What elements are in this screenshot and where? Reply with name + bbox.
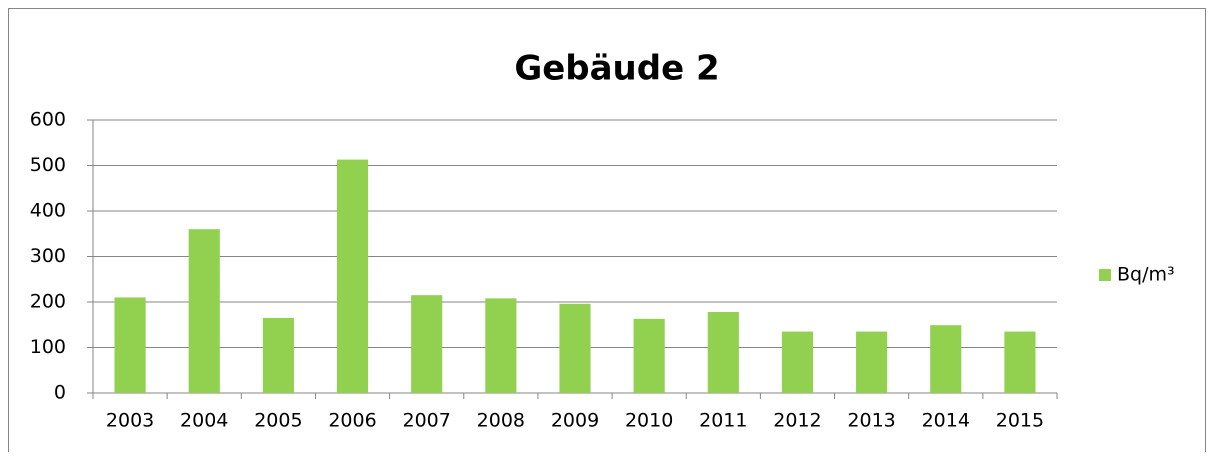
x-tick-label: 2013 [847,410,895,432]
x-tick-label: 2012 [773,410,821,432]
x-tick-label: 2004 [180,410,228,432]
x-tick-label: 2003 [106,410,154,432]
y-tick-label: 400 [30,200,66,222]
x-tick-label: 2010 [625,410,673,432]
bar [485,298,517,393]
x-tick-label: 2015 [996,410,1044,432]
bar [1004,331,1036,393]
bar [930,325,962,393]
y-tick-label: 0 [54,382,66,404]
bar [856,331,888,393]
chart-title: Gebäude 2 [514,49,719,89]
bar [707,312,739,393]
y-tick-label: 600 [30,109,66,131]
y-tick-label: 100 [30,336,66,358]
bar [188,229,220,393]
bar [114,297,146,393]
bar [559,303,591,393]
bar [411,295,443,393]
x-tick-label: 2005 [254,410,302,432]
x-tick-label: 2007 [403,410,451,432]
y-tick-label: 300 [30,245,66,267]
x-tick-label: 2006 [328,410,376,432]
bar [262,317,294,393]
bar [633,318,665,393]
y-tick-label: 500 [30,154,66,176]
bar [781,331,814,393]
x-tick-label: 2008 [477,410,525,432]
legend-label: Bq/m³ [1117,264,1175,286]
legend-swatch [1099,269,1111,281]
x-tick-label: 2009 [551,410,599,432]
x-tick-label: 2014 [922,410,970,432]
y-tick-label: 200 [30,291,66,313]
bar [336,159,369,393]
x-tick-label: 2011 [699,410,747,432]
